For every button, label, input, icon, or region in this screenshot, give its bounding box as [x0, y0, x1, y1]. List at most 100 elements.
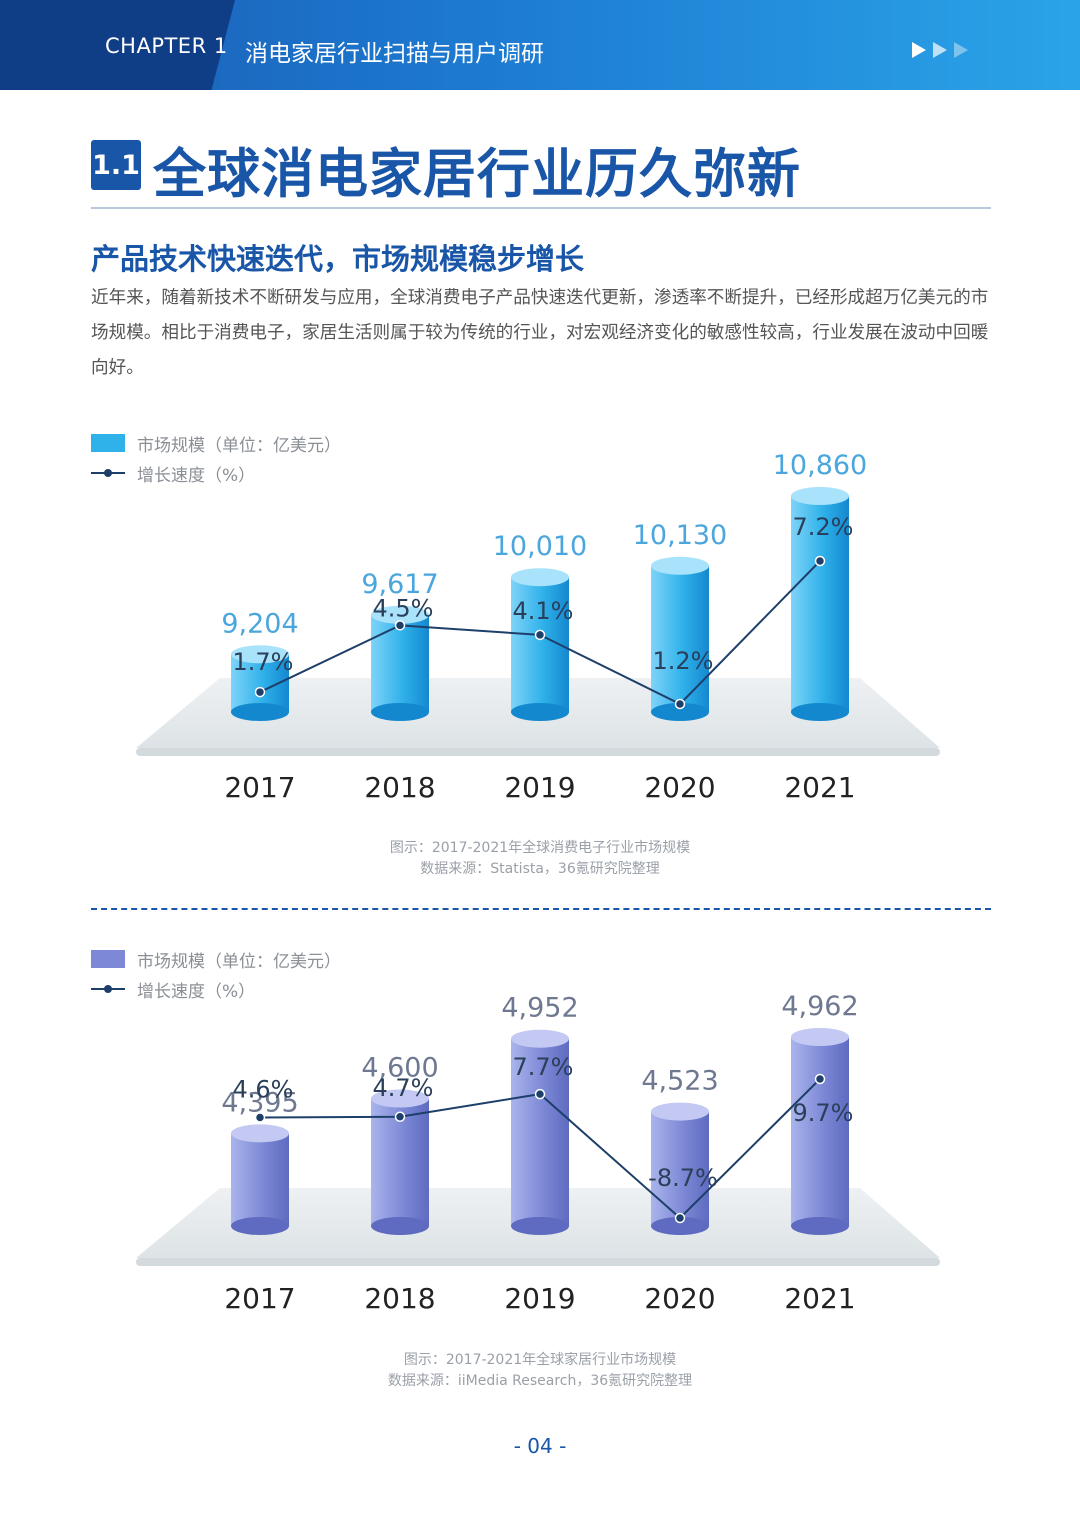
bar-top: [511, 1029, 569, 1048]
caption-source: 数据来源：Statista，36氪研究院整理: [420, 861, 660, 877]
growth-value-label: 4.7%: [373, 1074, 434, 1102]
bar-top: [791, 1028, 849, 1046]
growth-value-label: 1.7%: [233, 648, 294, 676]
bar-base: [371, 703, 429, 721]
section-subtitle: 产品技术快速迭代，市场规模稳步增长: [91, 242, 585, 276]
intro-paragraph: 近年来，随着新技术不断研发与应用，全球消费电子产品快速迭代更新，渗透率不断提升，…: [91, 288, 989, 378]
bar-base: [791, 703, 849, 721]
growth-value-label: 7.7%: [513, 1053, 574, 1081]
bar-base: [791, 1217, 849, 1235]
chart-consumer-electronics: 9,204 2017 9,617 2018 10,010 2019 10,130 2020 10…: [136, 450, 940, 804]
growth-point: [814, 1073, 826, 1085]
legend-label: 市场规模（单位：亿美元）: [137, 951, 341, 972]
bar: [371, 614, 429, 712]
x-tick-label: 2020: [644, 771, 715, 804]
bar: [231, 1133, 289, 1226]
bar-base: [651, 1217, 709, 1235]
legend-item-bar: 市场规模（单位：亿美元）: [91, 944, 341, 974]
chart1-caption: 图示：2017-2021年全球消费电子行业市场规模 数据来源：Statista，…: [0, 838, 1080, 880]
x-tick-label: 2018: [364, 771, 435, 804]
bar-base: [511, 703, 569, 721]
legend-label: 市场规模（单位：亿美元）: [137, 435, 341, 456]
x-tick-label: 2020: [644, 1282, 715, 1315]
platform-edge: [136, 1258, 940, 1266]
legend-item-bar: 市场规模（单位：亿美元）: [91, 428, 341, 458]
bar-top: [791, 487, 849, 505]
x-tick-label: 2017: [224, 1282, 295, 1315]
legend-label: 增长速度（%）: [137, 981, 256, 1002]
page-number: - 04 -: [513, 1434, 567, 1458]
section-title: 全球消电家居行业历久弥新: [153, 144, 801, 205]
growth-point: [254, 686, 266, 698]
growth-point: [814, 555, 826, 567]
bar-swatch-icon: [91, 950, 125, 968]
line-marker-icon: [91, 464, 125, 482]
growth-point: [394, 620, 406, 631]
legend-label: 增长速度（%）: [137, 465, 256, 486]
bar-top: [511, 568, 569, 587]
bar-value-label: 4,523: [641, 1066, 718, 1097]
bar-value-label: 10,010: [493, 531, 587, 562]
bar: [511, 1038, 569, 1226]
x-tick-label: 2019: [504, 1282, 575, 1315]
bar-base: [511, 1217, 569, 1235]
bar-swatch-icon: [91, 434, 125, 452]
x-tick-label: 2017: [224, 771, 295, 804]
legend-item-line: 增长速度（%）: [91, 974, 341, 1004]
growth-point: [254, 1112, 266, 1123]
chart1-legend: 市场规模（单位：亿美元） 增长速度（%）: [91, 428, 341, 488]
growth-point: [674, 1212, 686, 1224]
bar: [791, 1037, 849, 1226]
x-tick-label: 2021: [784, 1282, 855, 1315]
bar-value-label: 4,600: [361, 1053, 438, 1084]
growth-value-label: 4.1%: [513, 597, 574, 625]
growth-value-label: 7.2%: [793, 513, 854, 541]
line-marker-icon: [91, 980, 125, 998]
bar-value-label: 9,617: [361, 569, 438, 600]
bar-top: [231, 645, 289, 664]
caption-title: 图示：2017-2021年全球消费电子行业市场规模: [389, 840, 691, 856]
dashed-divider: [91, 908, 991, 910]
bar-base: [371, 1217, 429, 1235]
bar-base: [231, 703, 289, 721]
bar: [651, 565, 709, 712]
title-divider: [91, 207, 991, 209]
growth-value-label: 4.5%: [373, 594, 434, 622]
bar-value-label: 10,860: [773, 450, 867, 481]
legend-item-line: 增长速度（%）: [91, 458, 341, 488]
bar-value-label: 4,962: [781, 991, 858, 1022]
chart2-caption: 图示：2017-2021年全球家居行业市场规模 数据来源：iiMedia Res…: [0, 1350, 1080, 1392]
bar-top: [231, 1124, 289, 1143]
x-tick-label: 2021: [784, 771, 855, 804]
bar-base: [231, 1217, 289, 1235]
header-bar: CHAPTER 1 消电家居行业扫描与用户调研: [0, 0, 1080, 90]
bar-top: [371, 605, 429, 624]
bar-value-label: 10,130: [633, 520, 727, 551]
growth-value-label: 1.2%: [653, 647, 714, 675]
caption-title: 图示：2017-2021年全球家居行业市场规模: [403, 1352, 677, 1368]
bar-top: [371, 1089, 429, 1108]
bar-top: [651, 1102, 709, 1121]
bar-top: [651, 556, 709, 575]
x-tick-label: 2018: [364, 1282, 435, 1315]
growth-point: [394, 1111, 406, 1123]
chart2-legend: 市场规模（单位：亿美元） 增长速度（%）: [91, 944, 341, 1004]
growth-value-label: 9.7%: [793, 1099, 854, 1127]
platform-edge: [136, 748, 940, 756]
chapter-block: [0, 0, 235, 90]
chart-home-furnishing: 4,39520174,60020184,95220194,52320204,96…: [136, 991, 940, 1315]
bar: [651, 1111, 709, 1226]
section-number-badge: 1.1: [91, 140, 141, 190]
growth-point: [674, 698, 686, 710]
growth-point: [534, 629, 546, 641]
growth-value-label: 4.6%: [233, 1076, 294, 1104]
bar-base: [651, 703, 709, 721]
bar-value-label: 9,204: [221, 608, 298, 639]
caption-source: 数据来源：iiMedia Research，36氪研究院整理: [387, 1373, 693, 1389]
bar: [791, 496, 849, 712]
growth-value-label: -8.7%: [648, 1164, 718, 1192]
chapter-subject: 消电家居行业扫描与用户调研: [245, 41, 544, 67]
next-arrows-icon: [912, 42, 968, 58]
growth-point: [534, 1088, 546, 1100]
x-tick-label: 2019: [504, 771, 575, 804]
